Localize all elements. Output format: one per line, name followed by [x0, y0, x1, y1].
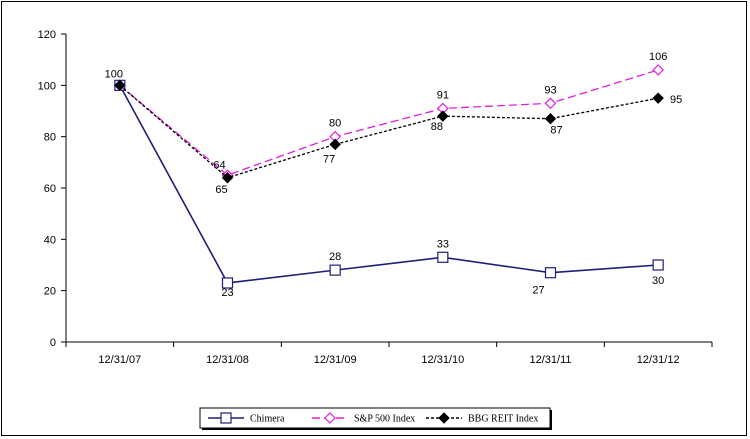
y-tick-label: 100: [38, 80, 56, 92]
x-tick-label: 12/31/08: [206, 354, 249, 366]
legend-item: BBG REIT Index: [426, 412, 538, 425]
data-point: [114, 79, 126, 92]
legend-label: BBG REIT Index: [468, 414, 538, 425]
legend-item: Chimera: [208, 412, 285, 425]
y-tick-label: 0: [50, 337, 56, 349]
data-point: [221, 172, 234, 184]
y-tick-label: 20: [44, 286, 56, 298]
x-tick-label: 12/31/11: [529, 354, 571, 366]
data-point: [329, 138, 341, 151]
legend-item: S&P 500 Index: [312, 412, 415, 425]
data-label: 95: [670, 94, 682, 106]
axes: 0 20 40 60 80 100 120 12/31/07 12/31/08 12/31/09 1…: [38, 29, 713, 366]
data-point: [652, 92, 664, 104]
data-label: 33: [437, 238, 449, 250]
data-label: 80: [329, 118, 341, 130]
series-layer: [113, 64, 665, 289]
data-label: 23: [221, 287, 233, 299]
data-label: 93: [544, 84, 556, 96]
series-line: [119, 69, 659, 176]
data-label: 106: [649, 51, 667, 63]
x-tick-label: 12/31/12: [637, 354, 680, 366]
series-line: [119, 84, 659, 179]
data-label: 28: [329, 251, 341, 263]
legend-marker: [324, 412, 336, 424]
series-chimera: [114, 79, 664, 289]
legend-marker: [220, 412, 232, 424]
data-point: [544, 267, 557, 279]
y-tick-label: 40: [44, 234, 56, 246]
x-tick-label: 12/31/10: [421, 354, 464, 366]
y-tick-label: 80: [44, 132, 56, 144]
data-point: [221, 277, 234, 289]
series-s-p-500-index: [113, 64, 665, 182]
data-label: 65: [215, 184, 227, 196]
x-tick-label: 12/31/09: [314, 354, 357, 366]
data-label: 100: [105, 68, 123, 80]
data-label: 87: [550, 125, 562, 137]
data-label: 91: [437, 89, 449, 101]
data-point: [652, 259, 664, 271]
data-label: 88: [431, 121, 443, 133]
data-point: [544, 112, 557, 125]
legend: Chimera S&P 500 Index BBG REIT Index: [199, 407, 552, 430]
data-label: 30: [652, 275, 664, 287]
legend-label: S&P 500 Index: [354, 414, 415, 425]
data-point: [437, 251, 449, 263]
data-labels: 23 28 33 27 30 100 65 80 91 93 106 64 77 88 87 95: [105, 51, 683, 299]
series-bbg-reit-index: [114, 79, 664, 184]
y-tick-label: 60: [44, 183, 56, 195]
x-tick-label: 12/31/07: [98, 354, 141, 366]
data-point: [652, 64, 665, 76]
series-line: [119, 84, 659, 284]
data-point: [437, 110, 449, 122]
legend-box: [199, 407, 551, 429]
data-point: [544, 97, 557, 110]
y-tick-label: 120: [38, 29, 56, 41]
legend-label: Chimera: [250, 414, 285, 425]
data-label: 27: [532, 285, 544, 297]
data-point: [329, 264, 341, 276]
data-label: 77: [323, 153, 335, 165]
data-label: 64: [213, 160, 225, 172]
legend-marker: [438, 412, 450, 424]
